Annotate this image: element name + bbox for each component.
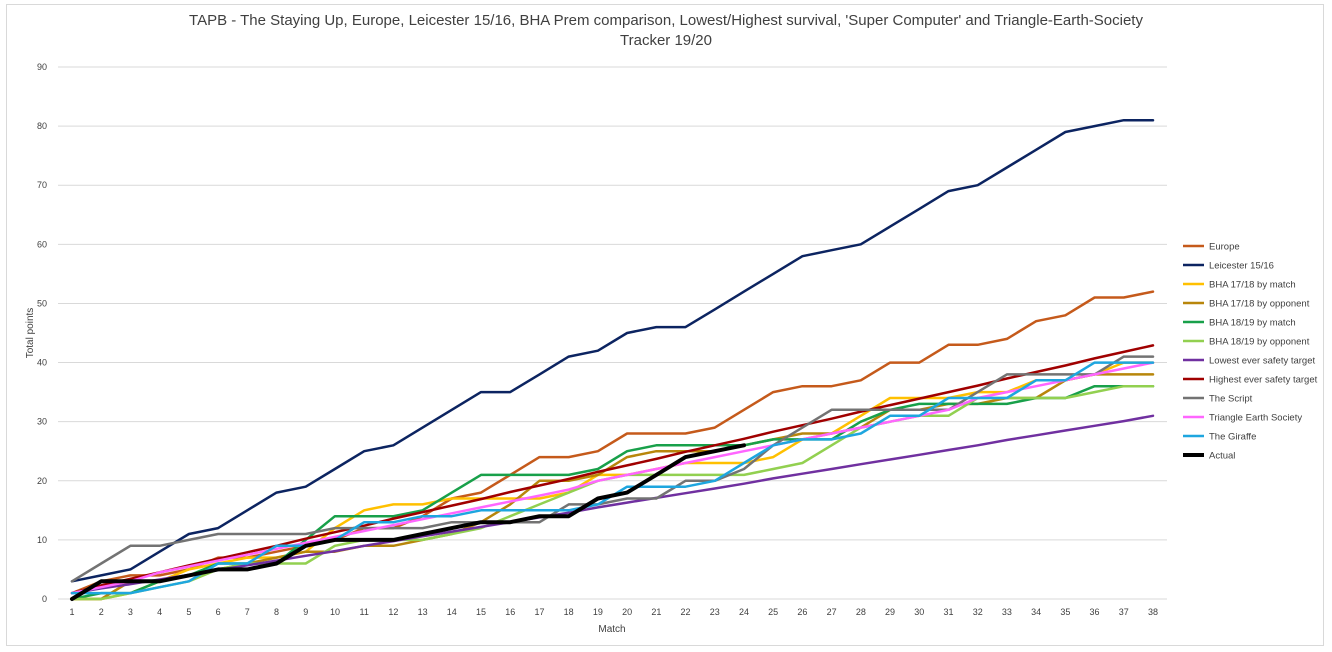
x-tick-label: 35	[1060, 607, 1070, 617]
chart-frame	[6, 4, 1324, 646]
x-axis-title: Match	[598, 624, 625, 635]
x-tick-label: 15	[476, 607, 486, 617]
legend-item: The Script	[1183, 394, 1253, 405]
x-tick-label: 26	[797, 607, 807, 617]
series-line-bha-17-18-by-match	[70, 361, 1155, 601]
x-tick-label: 29	[885, 607, 895, 617]
legend-label: Europe	[1209, 242, 1240, 253]
x-tick-label: 9	[303, 607, 308, 617]
x-tick-label: 24	[739, 607, 749, 617]
y-axis-ticks: 0 10 20 30 40 50 60 70 80 90	[37, 62, 47, 604]
x-axis-ticks: 1 2 3 4 5 6 7 8 9 10 11 12 13 14 15 16 17 18 19 20 21 22 23 24 2…	[69, 607, 1158, 617]
series-line-triangle-earth-society	[70, 361, 1155, 595]
series-line-lowest-ever-safety-target	[70, 414, 1155, 595]
series-lines	[70, 118, 1155, 601]
x-tick-label: 31	[943, 607, 953, 617]
y-tick-label: 80	[37, 121, 47, 131]
x-tick-label: 36	[1090, 607, 1100, 617]
y-tick-label: 90	[37, 62, 47, 72]
legend-label: Triangle Earth Society	[1209, 413, 1302, 424]
x-tick-label: 14	[447, 607, 457, 617]
x-tick-label: 23	[710, 607, 720, 617]
chart-title-line-2: Tracker 19/20	[620, 32, 712, 49]
legend-item: Lowest ever safety target	[1183, 356, 1315, 367]
y-tick-label: 10	[37, 535, 47, 545]
x-tick-label: 34	[1031, 607, 1041, 617]
x-tick-label: 2	[99, 607, 104, 617]
x-tick-label: 11	[359, 607, 368, 617]
x-tick-label: 12	[388, 607, 398, 617]
x-tick-label: 38	[1148, 607, 1158, 617]
legend-label: BHA 17/18 by match	[1209, 280, 1296, 291]
gridlines	[58, 66, 1167, 600]
x-tick-label: 33	[1002, 607, 1012, 617]
y-tick-label: 20	[37, 476, 47, 486]
x-tick-label: 17	[534, 607, 544, 617]
legend: Europe Leicester 15/16 BHA 17/18 by match B…	[1183, 242, 1318, 462]
x-tick-label: 16	[505, 607, 515, 617]
x-tick-label: 28	[856, 607, 866, 617]
y-tick-label: 70	[37, 180, 47, 190]
x-tick-label: 20	[622, 607, 632, 617]
x-tick-label: 27	[827, 607, 837, 617]
x-tick-label: 37	[1119, 607, 1129, 617]
legend-label: Leicester 15/16	[1209, 261, 1274, 272]
legend-label: BHA 17/18 by opponent	[1209, 299, 1310, 310]
x-tick-label: 4	[157, 607, 162, 617]
x-tick-label: 18	[564, 607, 574, 617]
legend-item: BHA 17/18 by opponent	[1183, 299, 1310, 310]
y-tick-label: 60	[37, 239, 47, 249]
y-axis-title: Total points	[25, 308, 36, 359]
y-tick-label: 30	[37, 417, 47, 427]
series-line-the-script	[70, 355, 1155, 583]
legend-item: Highest ever safety target	[1183, 375, 1318, 386]
chart-title-line-1: TAPB - The Staying Up, Europe, Leicester…	[189, 12, 1143, 29]
legend-label: Lowest ever safety target	[1209, 356, 1315, 367]
legend-label: The Giraffe	[1209, 432, 1256, 443]
x-tick-label: 7	[245, 607, 250, 617]
legend-label: Actual	[1209, 451, 1235, 462]
x-tick-label: 30	[914, 607, 924, 617]
x-tick-label: 21	[651, 607, 661, 617]
x-tick-label: 32	[973, 607, 983, 617]
legend-label: Highest ever safety target	[1209, 375, 1318, 386]
legend-item: Triangle Earth Society	[1183, 413, 1302, 424]
legend-label: The Script	[1209, 394, 1253, 405]
legend-item: BHA 18/19 by opponent	[1183, 337, 1310, 348]
legend-item: Actual	[1183, 451, 1235, 462]
legend-item: BHA 17/18 by match	[1183, 280, 1296, 291]
y-tick-label: 0	[42, 594, 47, 604]
chart-title: TAPB - The Staying Up, Europe, Leicester…	[0, 11, 1332, 51]
y-tick-label: 40	[37, 358, 47, 368]
x-tick-label: 13	[418, 607, 428, 617]
x-tick-label: 3	[128, 607, 133, 617]
legend-label: BHA 18/19 by match	[1209, 318, 1296, 329]
legend-label: BHA 18/19 by opponent	[1209, 337, 1310, 348]
x-tick-label: 5	[186, 607, 191, 617]
x-tick-label: 25	[768, 607, 778, 617]
x-tick-label: 1	[69, 607, 74, 617]
series-line-actual	[70, 443, 746, 601]
x-tick-label: 6	[216, 607, 221, 617]
series-line-leicester-15-16	[70, 118, 1155, 583]
legend-item: Europe	[1183, 242, 1240, 253]
y-tick-label: 50	[37, 298, 47, 308]
x-tick-label: 22	[681, 607, 691, 617]
x-tick-label: 10	[330, 607, 340, 617]
legend-item: The Giraffe	[1183, 432, 1256, 443]
legend-item: BHA 18/19 by match	[1183, 318, 1296, 329]
legend-item: Leicester 15/16	[1183, 261, 1274, 272]
x-tick-label: 8	[274, 607, 279, 617]
series-line-highest-ever-safety-target	[70, 344, 1155, 595]
x-tick-label: 19	[593, 607, 603, 617]
